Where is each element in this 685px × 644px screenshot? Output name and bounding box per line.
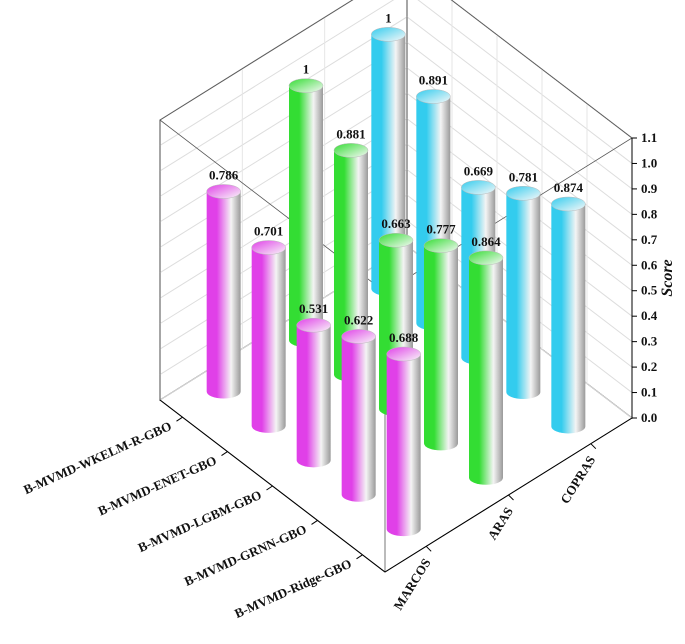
bar	[251, 240, 286, 433]
x-tick-label: B-MVMD-Ridge-GBO	[232, 556, 354, 621]
bar-body	[386, 354, 421, 537]
data-label: 0.622	[344, 312, 373, 327]
data-label: 0.891	[419, 72, 448, 87]
x-tick	[221, 451, 228, 457]
bar	[288, 78, 324, 348]
x-tick-label: B-MVMD-LGBM-GBO	[136, 487, 264, 555]
data-label: 0.777	[426, 222, 456, 237]
data-label: 0.881	[336, 126, 365, 141]
bar-body	[551, 203, 586, 434]
bar	[506, 186, 541, 400]
bar-body	[206, 191, 241, 399]
x-tick	[356, 554, 363, 560]
bar	[341, 329, 376, 502]
bar-body	[506, 193, 541, 400]
y-tick	[508, 494, 514, 501]
data-label: 0.701	[254, 223, 283, 238]
bar-cap	[206, 184, 241, 199]
x-tick	[266, 485, 273, 491]
z-tick-label: 0.3	[641, 334, 658, 349]
bar-body	[341, 336, 376, 502]
z-tick-label: 0.6	[641, 257, 658, 272]
y-tick-label: ARAS	[485, 504, 516, 542]
bar	[386, 346, 421, 537]
y-tick	[425, 545, 432, 552]
data-label: 0.874	[554, 180, 584, 195]
z-tick-label: 0.9	[641, 181, 658, 196]
z-tick-label: 1.0	[641, 155, 657, 170]
bar	[206, 184, 241, 399]
z-tick-label: 0.2	[641, 359, 657, 374]
bar	[468, 250, 504, 485]
bar-body	[296, 325, 331, 468]
bar	[371, 27, 406, 296]
data-label: 0.781	[509, 169, 538, 184]
data-label: 0.688	[389, 330, 419, 345]
bar	[333, 143, 369, 382]
data-label: 0.864	[471, 234, 501, 249]
data-label: 0.669	[464, 163, 494, 178]
bar	[423, 238, 459, 451]
bar-cap	[416, 89, 451, 104]
bar-cap	[386, 346, 421, 362]
bar-cap	[423, 238, 459, 253]
data-label: 0.663	[381, 216, 411, 231]
bar-body	[289, 85, 323, 348]
bar-cap	[333, 143, 369, 158]
bar-cap	[551, 196, 586, 212]
z-axis-label: Score	[659, 259, 676, 296]
bar-cap	[468, 250, 504, 266]
bar-cap	[288, 78, 324, 93]
z-tick-label: 0.0	[641, 410, 657, 425]
data-label: 1	[303, 62, 310, 77]
bar-cap	[506, 186, 541, 201]
bar-cap	[371, 27, 406, 42]
data-label: 0.786	[209, 167, 239, 182]
data-label: 0.531	[299, 301, 328, 316]
z-tick-label: 0.1	[641, 385, 657, 400]
bar	[551, 196, 586, 434]
x-tick	[311, 519, 318, 525]
bar	[296, 317, 331, 468]
bar-body	[251, 247, 286, 433]
z-tick-label: 0.4	[641, 308, 658, 323]
bar-cap	[296, 317, 331, 333]
bar-body	[334, 150, 368, 382]
bar-body	[424, 245, 458, 451]
x-tick-label: B-MVMD-GRNN-GBO	[182, 521, 309, 588]
x-tick-label: B-MVMD-ENET-GBO	[96, 453, 219, 519]
bar-cap	[461, 180, 496, 195]
bar-cap	[251, 240, 286, 255]
z-tick-label: 1.1	[641, 130, 657, 145]
z-tick-label: 0.7	[641, 232, 658, 247]
bar-body	[469, 257, 503, 485]
data-label: 1	[385, 10, 392, 25]
z-tick-label: 0.8	[641, 206, 658, 221]
z-tick-label: 0.5	[641, 283, 658, 298]
bar-cap	[378, 232, 414, 248]
bar-body	[371, 34, 406, 296]
y-tick	[590, 443, 597, 450]
bar-cap	[341, 329, 376, 344]
x-tick	[176, 416, 183, 422]
